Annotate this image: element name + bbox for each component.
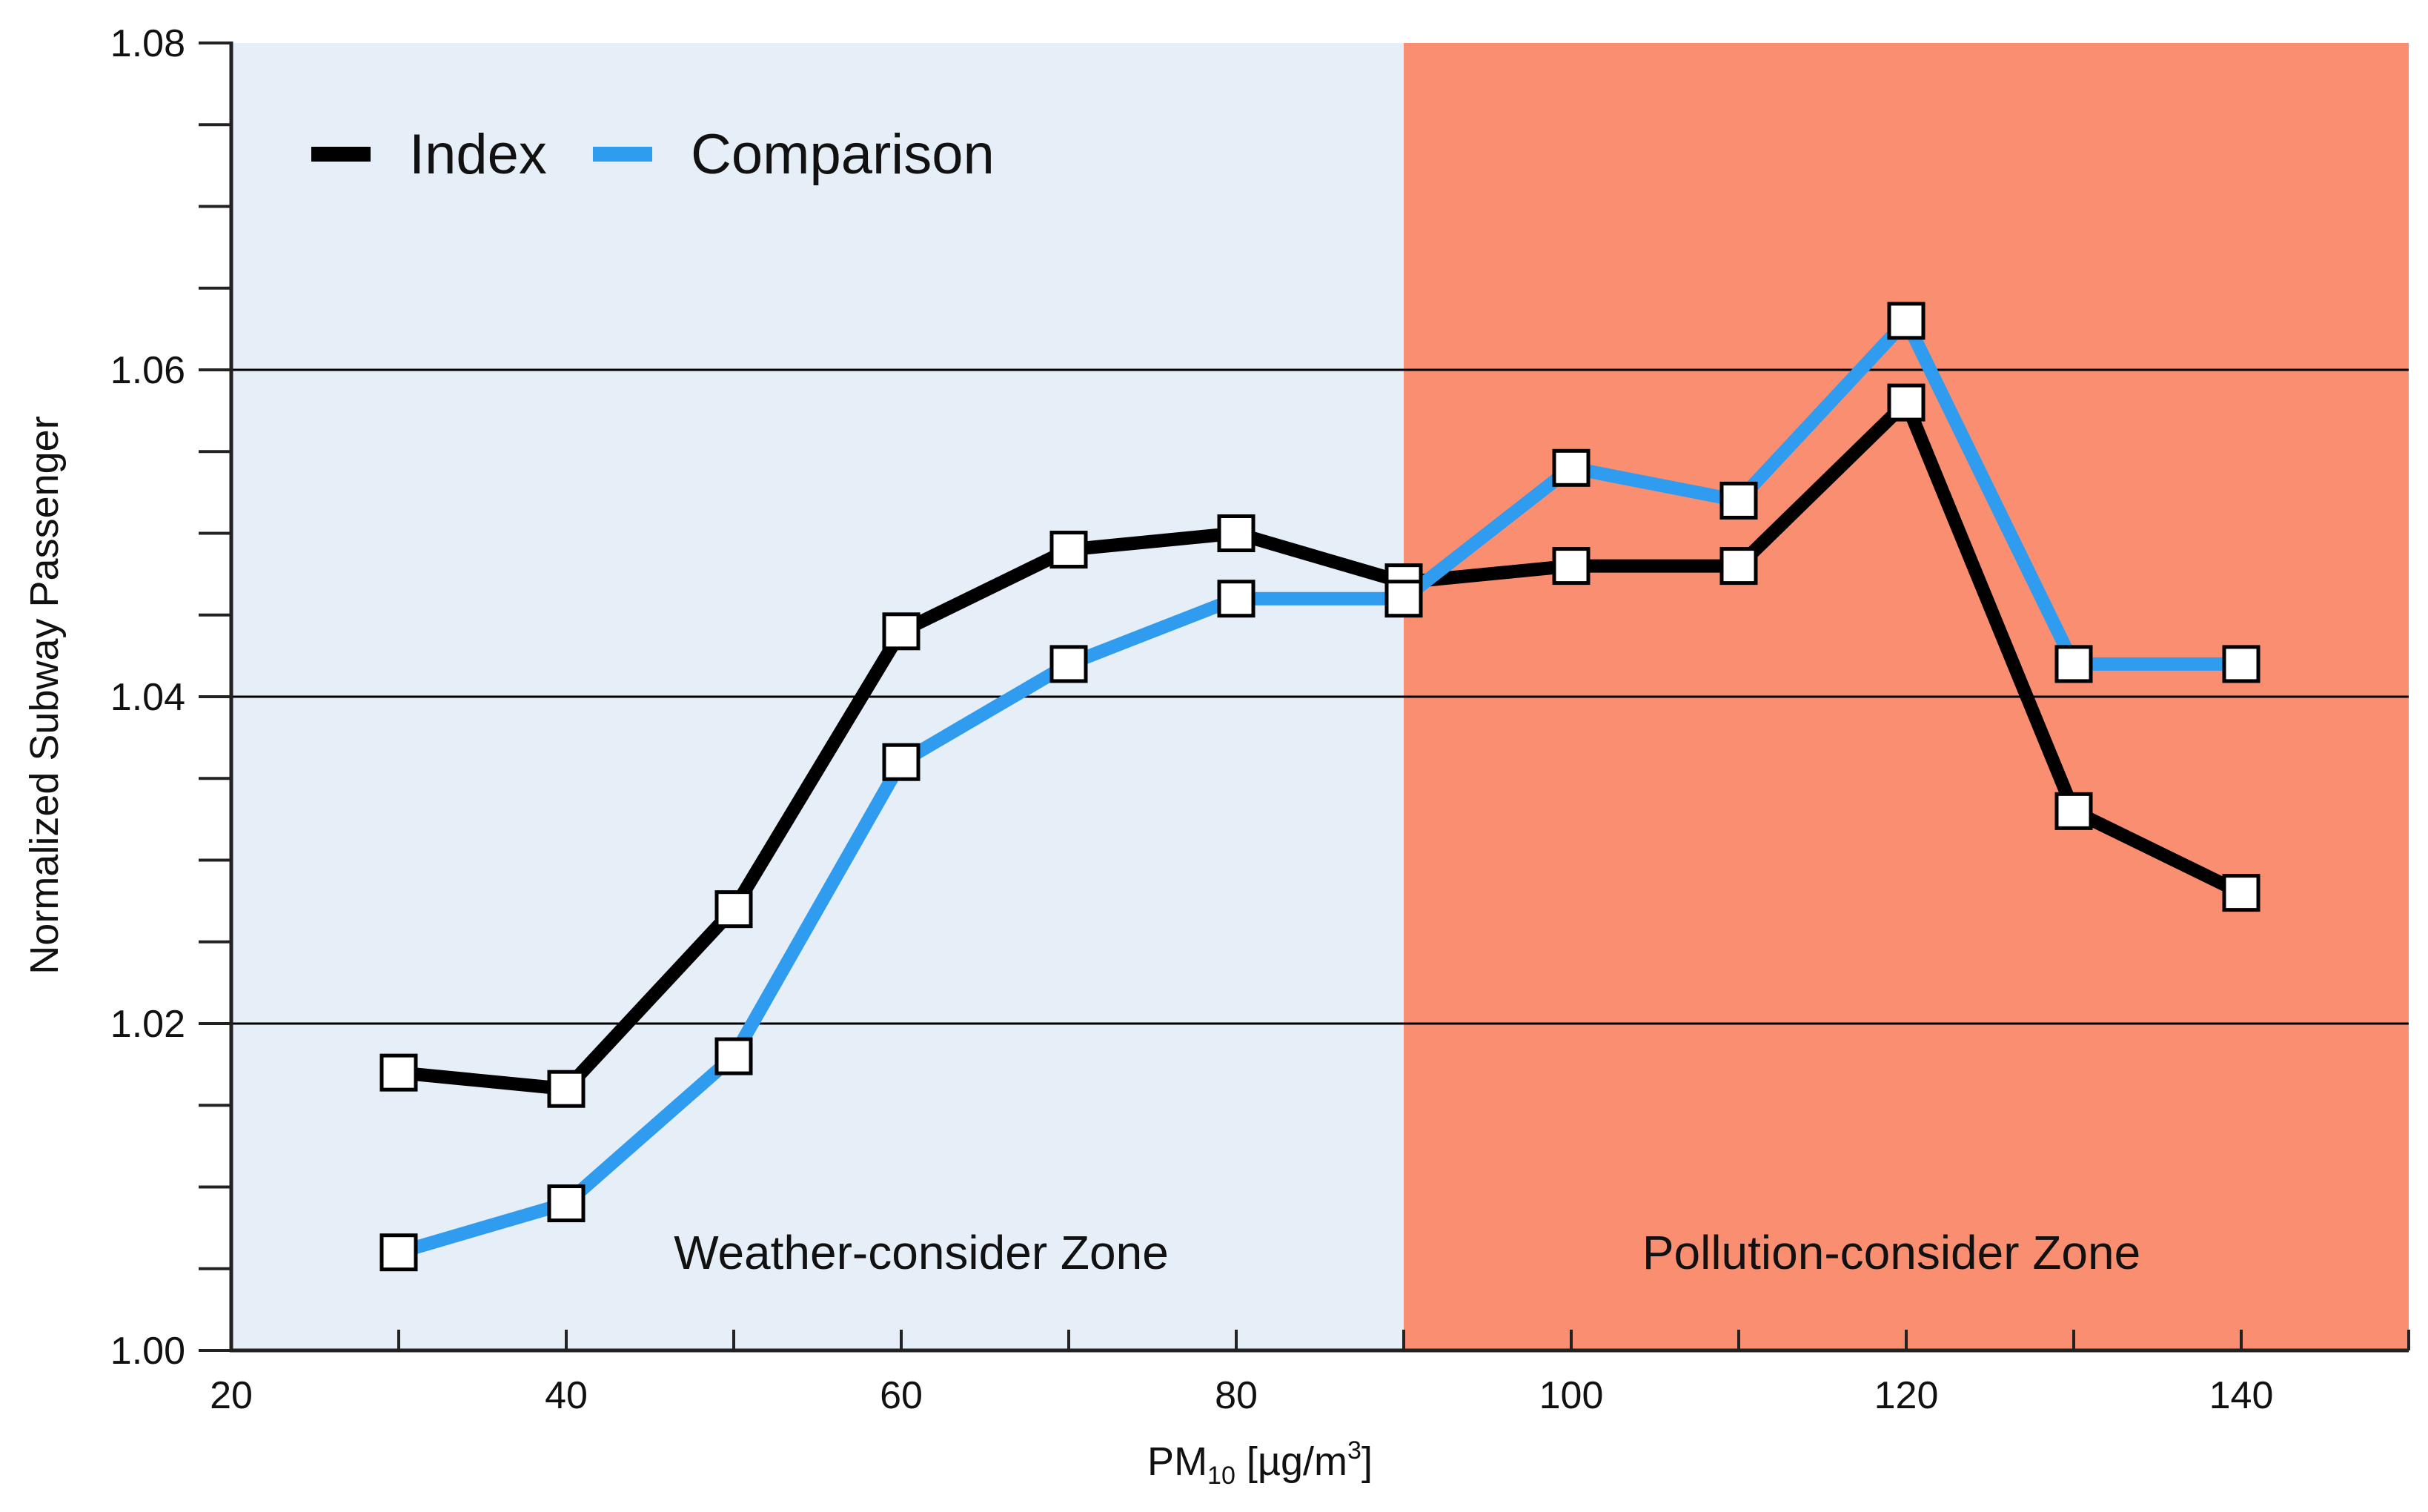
legend: Index Comparison [311, 123, 995, 186]
x-tick-label: 60 [880, 1374, 923, 1417]
y-axis-title: Normalized Subway Passenger [22, 416, 67, 974]
data-point-index [547, 1070, 586, 1108]
data-point-comparison [2222, 645, 2261, 683]
data-point-comparison [379, 1233, 418, 1272]
data-point-index [714, 890, 753, 929]
y-tick-label: 1.02 [110, 1003, 185, 1046]
legend-label-index: Index [409, 123, 547, 186]
y-tick-label: 1.04 [110, 676, 185, 719]
data-point-comparison [1552, 448, 1591, 487]
series-line-index [392, 396, 2248, 1096]
data-point-comparison [1384, 580, 1423, 618]
x-axis-title-base: PM [1147, 1439, 1207, 1484]
data-point-index [1217, 514, 1256, 552]
data-point-comparison [1719, 481, 1758, 520]
data-point-comparison [714, 1037, 753, 1075]
gridlines [231, 368, 2409, 1025]
x-tick-label: 100 [1539, 1374, 1604, 1417]
x-axis-title-sup: 3 [1347, 1436, 1361, 1465]
series-layer [379, 302, 2261, 1272]
data-point-index [2222, 874, 2261, 912]
data-point-comparison [2054, 645, 2093, 683]
data-point-index [379, 1053, 418, 1092]
zone-labels: Weather-consider Zone Pollution-consider … [674, 1226, 2140, 1279]
data-point-index [1552, 547, 1591, 586]
y-tick-label: 1.06 [110, 349, 185, 392]
x-tick-label: 80 [1215, 1374, 1258, 1417]
y-tick-label: 1.00 [110, 1330, 185, 1373]
data-point-index [2054, 792, 2093, 830]
data-point-index [1719, 547, 1758, 586]
axes: 1.00 1.02 1.04 1.06 1.08 20 40 60 80 100 120 140 [110, 22, 2410, 1417]
x-tick-label: 20 [210, 1374, 253, 1417]
y-tick-label: 1.08 [110, 22, 185, 65]
series-line-comparison [392, 314, 2248, 1259]
data-point-comparison [1049, 645, 1088, 683]
legend-label-comparison: Comparison [691, 123, 995, 186]
x-axis-title-sub: 10 [1207, 1462, 1235, 1490]
x-tick-label: 120 [1874, 1374, 1939, 1417]
x-tick-label: 140 [2209, 1374, 2274, 1417]
data-point-comparison [547, 1184, 586, 1223]
x-tick-label: 40 [545, 1374, 588, 1417]
x-axis-title-unit-close: ] [1361, 1439, 1373, 1484]
data-point-comparison [1887, 302, 1926, 340]
data-point-index [1887, 383, 1926, 422]
zone-label: Weather-consider Zone [674, 1226, 1169, 1279]
data-point-comparison [1217, 580, 1256, 618]
x-axis-title: PM10 [µg/m3] [1147, 1436, 1373, 1490]
data-point-index [1049, 531, 1088, 569]
data-point-comparison [882, 743, 921, 781]
zone-label: Pollution-consider Zone [1642, 1226, 2140, 1279]
x-axis-title-unit: [µg/m [1235, 1439, 1347, 1484]
data-point-index [882, 612, 921, 651]
